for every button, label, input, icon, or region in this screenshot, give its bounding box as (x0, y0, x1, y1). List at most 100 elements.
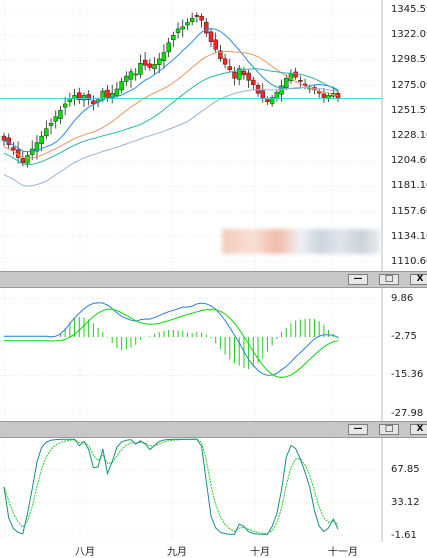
candle-body (34, 142, 40, 152)
price-pane[interactable]: 1345.59 1322.09 1298.59 1275.09 1251.59 1228.… (0, 0, 427, 271)
price-tick-label: 1110.60 (391, 256, 427, 267)
candle-body (246, 72, 251, 81)
macd-pane[interactable]: 9.86 -2.75 -15.36 -27.98 (0, 288, 427, 421)
candle-body (284, 77, 289, 89)
candle-body (189, 17, 195, 23)
kdj-pane[interactable]: 67.85 33.12 -1.61 (0, 438, 427, 542)
candle-body (48, 123, 54, 126)
candle-body (124, 75, 129, 82)
candle-body (241, 70, 247, 76)
candle-body (298, 80, 303, 82)
restore-button-2[interactable]: □ (379, 424, 399, 435)
candle-body (260, 90, 265, 99)
candle-body (204, 21, 209, 34)
close-button-2[interactable]: X (410, 424, 427, 435)
price-tick-label: 1134.10 (391, 230, 427, 242)
candle-body (166, 42, 171, 53)
candle-body (232, 71, 237, 79)
candle-body (152, 64, 157, 70)
candle-body (279, 85, 284, 95)
candle-body (114, 88, 120, 96)
ma-teal-line (3, 68, 339, 166)
candle-body (105, 89, 110, 98)
minimize-button-2[interactable]: — (348, 424, 368, 435)
candle-body (227, 66, 233, 70)
candle-body (171, 35, 176, 40)
candle-body (293, 71, 298, 78)
price-tick-label: 1181.10 (391, 180, 427, 192)
blurred-watermark (222, 229, 380, 254)
candle-body (335, 92, 341, 99)
price-tick-label: 1157.60 (391, 205, 427, 217)
candle-body (100, 90, 105, 100)
macd-tick-label: -2.75 (391, 331, 417, 342)
candle-body (62, 103, 68, 108)
candle-body (175, 28, 181, 33)
candle-body (265, 98, 270, 102)
candle-body (109, 93, 115, 99)
month-label: 八月 (75, 547, 95, 558)
pane-divider-2[interactable]: — □ X (0, 421, 427, 438)
macd-tick-label: -27.98 (391, 408, 424, 419)
candle-body (138, 62, 143, 75)
ma-mid-line (3, 50, 339, 159)
price-tick-label: 1251.59 (391, 104, 427, 116)
candle-body (20, 158, 26, 164)
kdj-d-line (3, 438, 339, 535)
candle-body (237, 68, 242, 80)
price-tick-label: 1345.59 (391, 4, 427, 15)
month-label: 九月 (167, 547, 187, 558)
macd-chart[interactable] (0, 288, 427, 421)
candle-body (180, 26, 185, 30)
candle-body (44, 128, 49, 137)
macd-tick-label: -15.36 (391, 369, 424, 381)
price-tick-label: 1275.09 (391, 79, 427, 91)
pane-divider-1[interactable]: — □ X (0, 271, 427, 288)
candle-body (39, 135, 44, 144)
minimize-button[interactable]: — (348, 274, 368, 285)
candle-body (326, 95, 331, 99)
candle-body (274, 91, 280, 99)
kdj-chart[interactable] (0, 438, 427, 542)
price-tick-label: 1322.09 (391, 29, 427, 41)
candle-body (1, 135, 7, 141)
month-label: 十一月 (328, 547, 358, 558)
month-label: 十月 (250, 547, 270, 558)
candle-body (251, 79, 256, 85)
candle-body (161, 52, 167, 62)
kdj-tick-label: 33.12 (391, 496, 420, 508)
candle-body (199, 16, 204, 21)
price-tick-label: 1204.60 (391, 155, 427, 167)
ma-slow-line (3, 86, 339, 187)
candle-body (133, 73, 138, 76)
candle-body (269, 97, 275, 104)
candle-body (86, 94, 91, 100)
candle-body (218, 50, 223, 60)
candle-body (58, 110, 63, 120)
candle-body (185, 22, 190, 26)
candle-body (119, 81, 124, 91)
candle-body (157, 58, 162, 65)
close-button[interactable]: X (410, 274, 427, 285)
kdj-tick-label: 67.85 (391, 463, 420, 475)
candle-body (213, 39, 218, 50)
candle-body (321, 93, 327, 98)
restore-button[interactable]: □ (379, 274, 399, 285)
candle-body (67, 98, 73, 103)
kdj-tick-label: -1.61 (391, 530, 417, 541)
candle-body (142, 59, 148, 66)
candle-body (128, 71, 134, 80)
candle-body (25, 155, 30, 164)
candle-body (316, 91, 322, 94)
macd-line (4, 302, 339, 376)
ma-fast-line (3, 27, 339, 153)
price-chart[interactable] (0, 0, 427, 271)
candle-body (194, 15, 200, 17)
candle-body (81, 95, 87, 101)
macd-tick-label: 9.86 (391, 292, 414, 304)
candle-body (11, 147, 16, 151)
macd-signal-line (4, 308, 339, 379)
candle-body (208, 31, 214, 42)
candle-body (91, 100, 96, 105)
kdj-k-line (3, 438, 339, 535)
